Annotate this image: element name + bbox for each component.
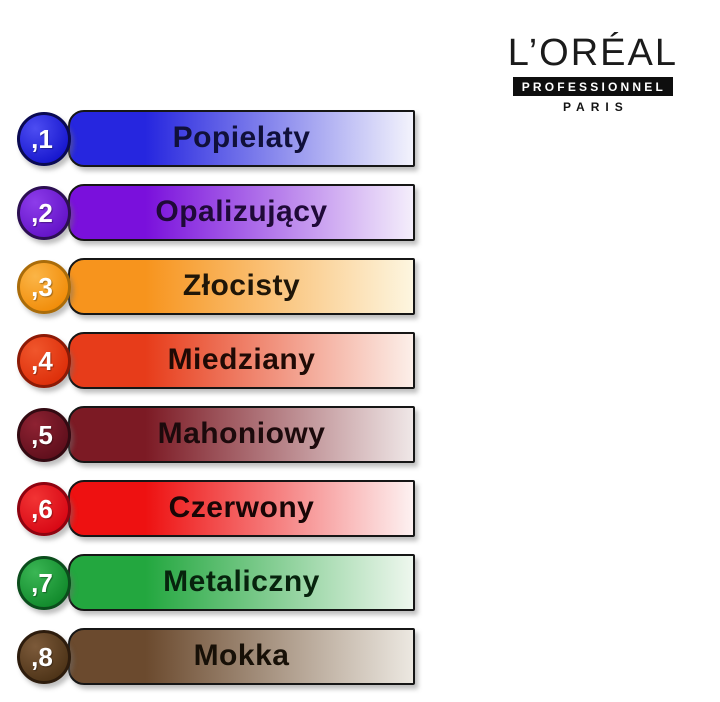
shade-number-badge: ,4 — [17, 333, 71, 388]
shade-legend: Popielaty ,1 Opalizujący ,2 Złocisty ,3 … — [17, 110, 417, 702]
shade-row-6: Czerwony ,6 — [17, 480, 417, 537]
shade-number-badge: ,6 — [17, 481, 71, 536]
loreal-logo: L’ORÉAL PROFESSIONNEL PARIS — [508, 34, 678, 113]
shade-label: Popielaty — [172, 120, 311, 154]
shade-number: ,2 — [31, 197, 53, 228]
shade-row-3: Złocisty ,3 — [17, 258, 417, 315]
shade-number: ,4 — [31, 345, 53, 376]
shade-number: ,6 — [31, 493, 53, 524]
shade-number-badge: ,3 — [17, 259, 71, 314]
shade-row-1: Popielaty ,1 — [17, 110, 417, 167]
shade-number: ,7 — [31, 567, 53, 598]
shade-label: Miedziany — [167, 342, 316, 376]
logo-brand-text: L’ORÉAL — [507, 32, 678, 74]
shade-bar: Złocisty — [68, 258, 415, 315]
shade-number-badge: ,1 — [17, 111, 71, 166]
shade-bar: Popielaty — [68, 110, 415, 167]
shade-number: ,5 — [31, 419, 53, 450]
shade-row-8: Mokka ,8 — [17, 628, 417, 685]
shade-bar: Miedziany — [68, 332, 415, 389]
logo-city-text: PARIS — [562, 100, 629, 115]
shade-number-badge: ,8 — [17, 629, 71, 684]
shade-number: ,3 — [31, 271, 53, 302]
shade-bar: Mahoniowy — [68, 406, 415, 463]
shade-label: Mokka — [193, 638, 290, 672]
shade-row-2: Opalizujący ,2 — [17, 184, 417, 241]
shade-bar: Czerwony — [68, 480, 415, 537]
shade-label: Opalizujący — [155, 194, 328, 228]
shade-row-4: Miedziany ,4 — [17, 332, 417, 389]
shade-label: Metaliczny — [163, 564, 320, 598]
shade-bar: Metaliczny — [68, 554, 415, 611]
shade-row-7: Metaliczny ,7 — [17, 554, 417, 611]
shade-number: ,1 — [31, 123, 53, 154]
shade-number: ,8 — [31, 641, 53, 672]
shade-bar: Opalizujący — [68, 184, 415, 241]
shade-number-badge: ,7 — [17, 555, 71, 610]
logo-division-banner: PROFESSIONNEL — [512, 77, 673, 97]
shade-label: Czerwony — [168, 490, 315, 524]
shade-row-5: Mahoniowy ,5 — [17, 406, 417, 463]
shade-number-badge: ,2 — [17, 185, 71, 240]
shade-bar: Mokka — [68, 628, 415, 685]
shade-number-badge: ,5 — [17, 407, 71, 462]
shade-label: Mahoniowy — [157, 416, 326, 450]
shade-label: Złocisty — [182, 268, 301, 302]
